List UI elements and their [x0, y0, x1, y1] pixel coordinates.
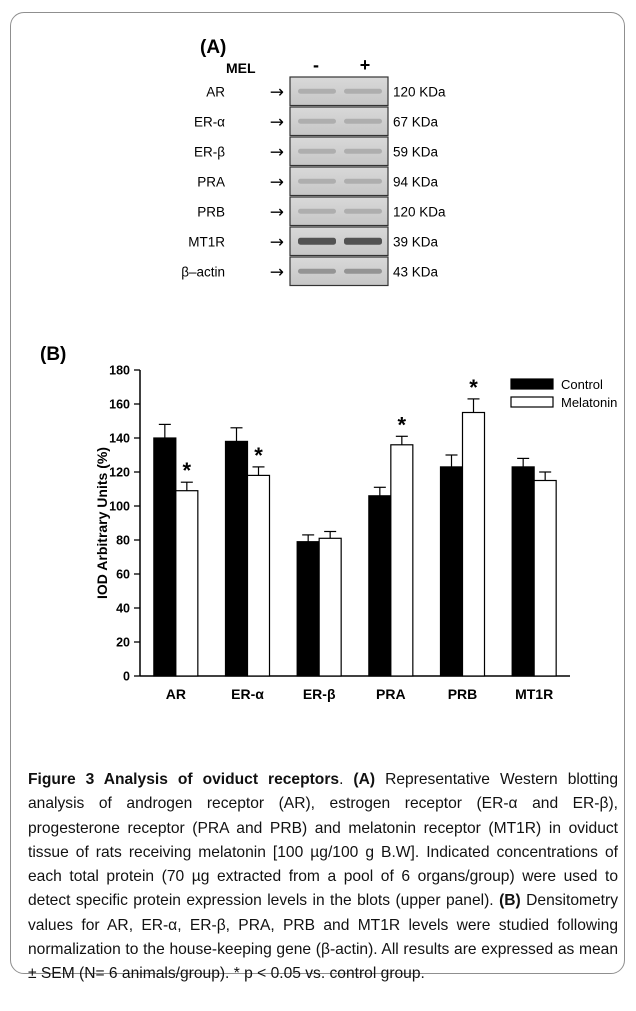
blot-arrow-icon: → — [270, 142, 284, 162]
blot-band-melatonin — [344, 178, 382, 184]
x-tick-label-pra: PRA — [376, 686, 406, 702]
blot-row-label-pra: PRA — [197, 174, 225, 189]
blot-row-kda-actin: 43 KDa — [393, 264, 439, 279]
legend-label-control: Control — [561, 377, 603, 392]
bar-control-er — [224, 440, 249, 677]
x-tick-label-ar: AR — [166, 686, 186, 702]
blot-band-control — [298, 208, 336, 214]
blot-row-kda-er: 67 KDa — [393, 114, 439, 129]
blot-arrow-icon: → — [270, 112, 284, 132]
bar-control-prb — [439, 466, 464, 677]
blot-band-control — [298, 237, 336, 245]
blot-band-melatonin — [344, 118, 382, 124]
legend-swatch-control — [510, 378, 554, 390]
bar-chart: 0 20 40 60 80 100 120 140 160 180 IOD Arbitrary Un… — [94, 364, 617, 703]
caption-b-tag: (B) — [499, 892, 521, 910]
figure-caption: Figure 3 Analysis of oviduct receptors. … — [28, 768, 618, 987]
caption-title-end: . — [339, 771, 344, 788]
caption-a-tag: (A) — [353, 771, 376, 788]
blot-arrow-icon: → — [270, 82, 284, 102]
y-tick-label: 140 — [109, 432, 130, 446]
blot-band-melatonin — [344, 268, 382, 274]
bar-melatonin-pra — [390, 444, 414, 677]
blot-band-control — [298, 118, 336, 124]
legend-label-melatonin: Melatonin — [561, 395, 617, 410]
x-tick-label-er: ER-β — [303, 686, 336, 702]
bar-control-pra — [368, 495, 392, 677]
bar-melatonin-prb — [461, 411, 486, 677]
y-tick-label: 0 — [123, 670, 130, 684]
y-tick-label: 20 — [116, 636, 130, 650]
x-tick-label-mt1r: MT1R — [515, 686, 553, 702]
bar-melatonin-er — [246, 474, 271, 677]
blot-row-label-actin: β–actin — [181, 264, 225, 279]
mel-label: MEL — [226, 60, 256, 76]
blot-row-kda-mt1r: 39 KDa — [393, 234, 439, 249]
blot-arrow-icon: → — [270, 262, 284, 282]
blot-arrow-icon: → — [270, 202, 284, 222]
bar-control-ar — [153, 437, 177, 677]
caption-title: Figure 3 Analysis of oviduct receptors — [28, 771, 340, 788]
blot-band-control — [298, 148, 336, 154]
blot-row-label-prb: PRB — [197, 204, 225, 219]
blot-row-kda-pra: 94 KDa — [393, 174, 439, 189]
bar-melatonin-er — [318, 537, 342, 677]
significance-star-ar: * — [183, 458, 192, 483]
blot-band-melatonin — [344, 237, 382, 245]
blot-row-label-er: ER-α — [194, 114, 225, 129]
blot-arrow-icon: → — [270, 232, 284, 252]
figure-frame — [10, 12, 625, 974]
figure-canvas: (A) MEL - + AR → 120 KDa ER-α → 67 KDa ER-β → 59… — [40, 37, 617, 703]
y-tick-label: 100 — [109, 500, 130, 514]
y-tick-label: 180 — [109, 364, 130, 378]
lane-label-minus: - — [313, 55, 319, 75]
blot-band-melatonin — [344, 208, 382, 214]
bar-control-er — [296, 541, 320, 677]
caption-b-text: Densitometry values for AR, ER-α, ER-β, … — [28, 892, 619, 983]
x-tick-label-er: ER-α — [231, 686, 264, 702]
significance-star-pra: * — [398, 412, 407, 437]
legend-swatch-melatonin — [510, 396, 554, 408]
blot-band-control — [298, 88, 336, 94]
caption-a-text: Representative Western blotting analysis… — [28, 771, 619, 910]
blot-band-melatonin — [344, 88, 382, 94]
lane-label-plus: + — [360, 55, 371, 75]
significance-star-er: * — [254, 443, 263, 468]
x-tick-label-prb: PRB — [448, 686, 478, 702]
blot-row-kda-ar: 120 KDa — [393, 84, 446, 99]
blot-rows: AR → 120 KDa ER-α → 67 KDa ER-β → 59 KDa PRA → 94 K… — [181, 76, 446, 287]
y-tick-label: 160 — [109, 398, 130, 412]
blot-row-kda-er: 59 KDa — [393, 144, 439, 159]
blot-band-control — [298, 268, 336, 274]
y-tick-label: 120 — [109, 466, 130, 480]
significance-star-prb: * — [469, 375, 478, 400]
blot-row-label-er: ER-β — [194, 144, 225, 159]
blot-band-control — [298, 178, 336, 184]
blot-row-label-mt1r: MT1R — [188, 234, 225, 249]
panel-a-label: (A) — [200, 37, 226, 58]
blot-row-label-ar: AR — [206, 84, 225, 99]
blot-row-kda-prb: 120 KDa — [393, 204, 446, 219]
bar-control-mt1r — [511, 466, 535, 677]
y-tick-label: 80 — [116, 534, 130, 548]
y-tick-label: 60 — [116, 568, 130, 582]
bar-melatonin-mt1r — [533, 479, 557, 677]
bar-melatonin-ar — [175, 490, 199, 677]
blot-band-melatonin — [344, 148, 382, 154]
panel-b-label: (B) — [40, 344, 66, 365]
y-tick-label: 40 — [116, 602, 130, 616]
y-axis-title: IOD Arbitrary Units (%) — [94, 447, 110, 599]
blot-arrow-icon: → — [270, 172, 284, 192]
